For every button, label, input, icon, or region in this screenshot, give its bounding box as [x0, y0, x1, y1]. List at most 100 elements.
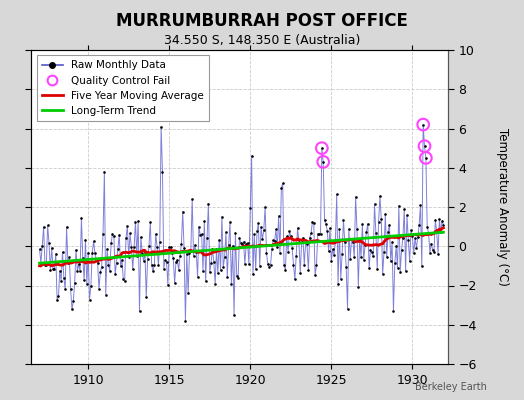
Point — [224, 242, 233, 248]
Point — [65, 254, 73, 260]
Point — [369, 253, 377, 260]
Point — [361, 242, 369, 248]
Point — [230, 312, 238, 318]
Point — [247, 153, 256, 159]
Point — [335, 226, 344, 232]
Point — [74, 261, 83, 267]
Point — [167, 244, 175, 250]
Point — [168, 250, 176, 256]
Point — [134, 218, 143, 224]
Point — [388, 239, 396, 246]
Point — [275, 213, 283, 219]
Point — [119, 276, 127, 282]
Point — [212, 246, 221, 252]
Point — [200, 218, 209, 224]
Point — [214, 270, 222, 276]
Point — [310, 219, 318, 226]
Point — [261, 204, 269, 210]
Point — [322, 221, 330, 227]
Point — [269, 237, 277, 243]
Point — [353, 226, 361, 232]
Point — [318, 145, 326, 151]
Point — [182, 250, 191, 257]
Point — [436, 229, 445, 235]
Point — [406, 258, 414, 264]
Point — [368, 249, 376, 256]
Point — [407, 227, 415, 233]
Point — [173, 257, 181, 263]
Point — [170, 280, 179, 286]
Point — [264, 261, 272, 267]
Point — [179, 208, 187, 215]
Point — [73, 268, 82, 274]
Point — [137, 234, 145, 240]
Point — [312, 262, 321, 269]
Point — [281, 267, 290, 273]
Point — [238, 240, 246, 247]
Point — [205, 269, 214, 276]
Point — [128, 266, 137, 272]
Point — [352, 194, 360, 200]
Point — [142, 294, 150, 300]
Point — [162, 258, 171, 265]
Point — [77, 214, 85, 221]
Point — [420, 143, 429, 149]
Point — [150, 262, 159, 268]
Point — [116, 263, 125, 269]
Point — [172, 258, 180, 265]
Point — [88, 250, 96, 256]
Point — [68, 306, 76, 312]
Point — [324, 248, 333, 254]
Point — [72, 247, 80, 253]
Point — [147, 262, 156, 268]
Point — [396, 268, 405, 275]
Point — [418, 263, 426, 270]
Point — [84, 250, 92, 256]
Point — [103, 246, 111, 252]
Point — [112, 259, 121, 266]
Point — [345, 226, 353, 232]
Point — [400, 206, 408, 212]
Point — [338, 251, 346, 257]
Point — [383, 254, 391, 260]
Point — [185, 249, 194, 256]
Point — [153, 244, 161, 250]
Point — [70, 280, 79, 286]
Point — [395, 202, 403, 209]
Point — [319, 159, 328, 165]
Point — [106, 268, 114, 274]
Point — [316, 231, 325, 237]
Point — [93, 260, 102, 266]
Point — [282, 233, 291, 240]
Point — [138, 250, 146, 256]
Point — [300, 262, 309, 268]
Point — [404, 237, 412, 243]
Point — [79, 255, 87, 261]
Point — [380, 249, 388, 255]
Point — [192, 249, 200, 256]
Point — [373, 266, 381, 272]
Point — [80, 277, 89, 284]
Point — [387, 258, 395, 264]
Point — [133, 252, 141, 259]
Point — [53, 297, 61, 304]
Point — [196, 232, 204, 238]
Point — [419, 121, 428, 128]
Point — [329, 246, 337, 253]
Point — [67, 286, 75, 292]
Point — [156, 239, 164, 246]
Point — [385, 221, 394, 228]
Point — [118, 256, 126, 263]
Point — [308, 219, 316, 225]
Point — [377, 216, 386, 223]
Point — [83, 281, 91, 287]
Point — [296, 270, 304, 276]
Point — [410, 250, 418, 256]
Point — [265, 264, 274, 270]
Point — [202, 278, 210, 284]
Point — [151, 231, 160, 237]
Point — [115, 232, 124, 238]
Point — [284, 248, 292, 255]
Point — [195, 224, 203, 230]
Point — [330, 252, 338, 258]
